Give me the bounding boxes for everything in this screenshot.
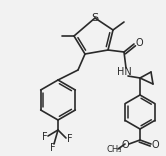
- Text: F: F: [42, 132, 48, 142]
- Text: O: O: [151, 140, 159, 150]
- Text: O: O: [135, 38, 143, 48]
- Text: CH₃: CH₃: [106, 146, 122, 154]
- Text: O: O: [121, 140, 129, 150]
- Text: F: F: [67, 134, 73, 144]
- Text: F: F: [50, 143, 56, 153]
- Text: S: S: [91, 13, 99, 23]
- Text: HN: HN: [117, 67, 131, 77]
